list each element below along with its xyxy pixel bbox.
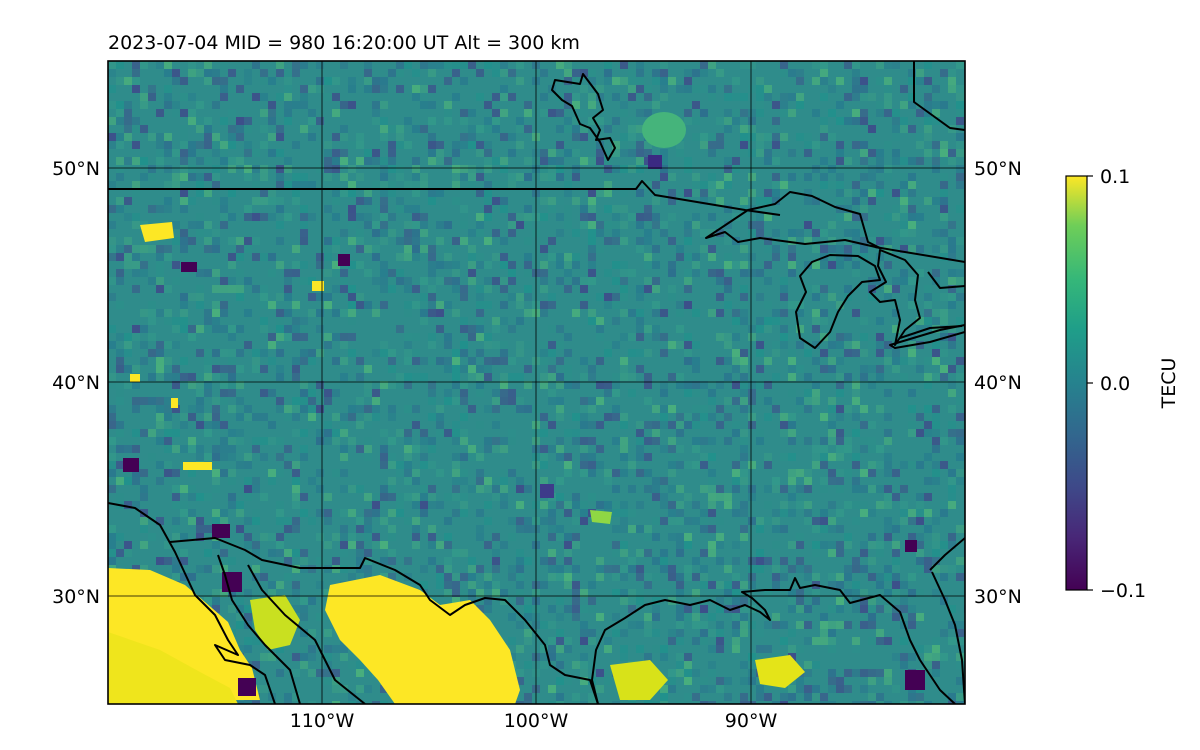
lat-label-30: 30°N — [52, 586, 100, 608]
lon-label-90w: 90°W — [725, 710, 778, 732]
colorbar-gradient — [1065, 175, 1088, 591]
tec-pixel-field — [108, 61, 965, 704]
coastlines — [108, 61, 965, 704]
lat-labels-right: 50°N 40°N 30°N — [974, 158, 1022, 608]
high-tec-patches — [108, 222, 805, 704]
lon-labels: 110°W 100°W 90°W — [290, 710, 778, 732]
colorbar-tick-label-max: 0.1 — [1100, 166, 1130, 188]
lon-label-110w: 110°W — [290, 710, 355, 732]
lon-label-100w: 100°W — [504, 710, 569, 732]
lat-label-40-right: 40°N — [974, 372, 1022, 394]
tec-map — [107, 60, 966, 705]
colorbar-tick-label-min: −0.1 — [1100, 580, 1146, 602]
colorbar-tick-label-zero: 0.0 — [1100, 373, 1130, 395]
low-tec-patches — [123, 155, 925, 696]
lat-label-50: 50°N — [52, 158, 100, 180]
lat-label-40: 40°N — [52, 372, 100, 394]
map-frame — [107, 60, 966, 705]
colorbar: 0.1 0.0 −0.1 TECU — [1065, 166, 1180, 602]
green-blob — [642, 112, 686, 148]
lat-labels-left: 50°N 40°N 30°N — [52, 158, 100, 608]
colorbar-title: TECU — [1158, 358, 1180, 410]
lat-label-50-right: 50°N — [974, 158, 1022, 180]
map-title: 2023-07-04 MID = 980 16:20:00 UT Alt = 3… — [108, 32, 580, 54]
lat-label-30-right: 30°N — [974, 586, 1022, 608]
